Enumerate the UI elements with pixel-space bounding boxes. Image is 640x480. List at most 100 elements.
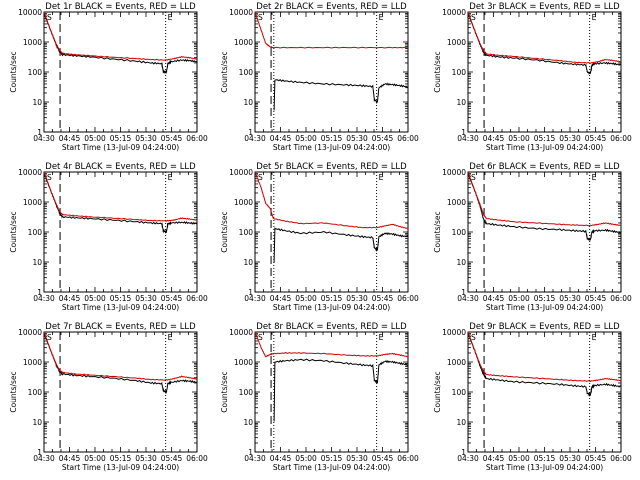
- y-tick-label: 10000: [442, 328, 466, 337]
- y-tick-label: 1: [461, 288, 466, 297]
- y-tick-label: 10000: [229, 8, 253, 17]
- x-tick-label: 05:00: [84, 294, 106, 303]
- x-tick-label: 06:00: [397, 454, 419, 463]
- lld-series-line: [43, 171, 198, 222]
- y-axis-label: Counts/sec: [220, 211, 229, 252]
- x-tick-label: 04:45: [59, 134, 81, 143]
- x-tick-label: 06:00: [397, 294, 419, 303]
- x-tick-label: 05:30: [346, 454, 368, 463]
- y-tick-label: 10000: [442, 168, 466, 177]
- y-tick-label: 1000: [234, 358, 253, 367]
- x-tick-label: 05:30: [135, 454, 157, 463]
- panel-title: Det 8r BLACK = Events, RED = LLD: [256, 322, 407, 332]
- x-tick-label: 04:30: [244, 134, 266, 143]
- y-tick-label: 10: [243, 98, 253, 107]
- panel-title: Det 3r BLACK = Events, RED = LLD: [469, 2, 620, 12]
- x-tick-label: 05:15: [321, 134, 343, 143]
- end-corner-label: E: [379, 333, 384, 342]
- x-axis-label: Start Time (13-Jul-09 04:24:00): [62, 303, 179, 312]
- x-tick-label: 05:00: [508, 454, 530, 463]
- lld-series-line: [43, 331, 198, 381]
- y-tick-label: 1: [37, 128, 42, 137]
- events-series-line: [273, 358, 409, 422]
- events-series-line: [273, 227, 409, 263]
- y-tick-label: 10: [456, 418, 466, 427]
- panel-title: Det 6r BLACK = Events, RED = LLD: [469, 162, 620, 172]
- y-tick-label: 10000: [229, 328, 253, 337]
- x-tick-label: 05:00: [295, 454, 317, 463]
- x-axis-label: Start Time (13-Jul-09 04:24:00): [273, 303, 390, 312]
- y-tick-label: 1000: [447, 358, 466, 367]
- start-corner-label: S: [47, 173, 52, 182]
- x-tick-label: 06:00: [397, 134, 419, 143]
- lld-series-line: [254, 331, 409, 358]
- detector-panel: Det 1r BLACK = Events, RED = LLD 1 10 100 10…: [9, 2, 208, 152]
- y-axis-label: Counts/sec: [9, 371, 18, 412]
- y-tick-label: 10: [32, 98, 42, 107]
- y-tick-label: 10: [243, 418, 253, 427]
- x-tick-label: 05:15: [321, 454, 343, 463]
- x-tick-label: 05:00: [84, 454, 106, 463]
- detector-panel: Det 3r BLACK = Events, RED = LLD 1 10 100 10…: [433, 2, 632, 152]
- x-axis-label: Start Time (13-Jul-09 04:24:00): [62, 463, 179, 472]
- x-axis-label: Start Time (13-Jul-09 04:24:00): [486, 303, 603, 312]
- y-tick-label: 100: [28, 388, 43, 397]
- events-series-line: [467, 332, 622, 397]
- x-tick-label: 04:30: [457, 134, 479, 143]
- x-tick-label: 05:15: [110, 134, 132, 143]
- start-corner-label: S: [258, 13, 263, 22]
- x-tick-label: 05:45: [585, 134, 607, 143]
- end-corner-label: E: [592, 173, 597, 182]
- x-tick-label: 04:45: [59, 454, 81, 463]
- x-tick-label: 05:30: [135, 294, 157, 303]
- plot-frame: [254, 331, 409, 453]
- x-tick-label: 04:45: [270, 294, 292, 303]
- y-tick-label: 10: [243, 258, 253, 267]
- x-axis-label: Start Time (13-Jul-09 04:24:00): [486, 463, 603, 472]
- y-tick-label: 1: [461, 448, 466, 457]
- y-tick-label: 1: [461, 128, 466, 137]
- start-corner-label: S: [471, 173, 476, 182]
- y-tick-label: 10: [456, 98, 466, 107]
- y-axis-label: Counts/sec: [220, 51, 229, 92]
- y-tick-label: 1: [248, 448, 253, 457]
- x-axis-label: Start Time (13-Jul-09 04:24:00): [62, 143, 179, 152]
- plot-frame: [43, 331, 198, 453]
- lld-series-line: [467, 172, 622, 227]
- lld-series-line: [43, 11, 198, 61]
- x-tick-label: 05:45: [372, 294, 394, 303]
- y-tick-label: 100: [239, 68, 254, 77]
- end-corner-label: E: [592, 13, 597, 22]
- plot-frame: [467, 11, 622, 133]
- detector-panel: Det 5r BLACK = Events, RED = LLD 1 10 100 10…: [220, 162, 419, 312]
- events-series-line: [467, 12, 622, 75]
- x-tick-label: 04:45: [483, 454, 505, 463]
- x-tick-label: 06:00: [610, 134, 632, 143]
- y-tick-label: 10: [32, 418, 42, 427]
- x-tick-label: 05:45: [161, 134, 183, 143]
- end-corner-label: E: [592, 333, 597, 342]
- events-series-line: [43, 13, 198, 75]
- detector-panel: Det 2r BLACK = Events, RED = LLD 1 10 100 10…: [220, 2, 419, 152]
- x-tick-label: 05:15: [534, 454, 556, 463]
- y-tick-label: 1: [248, 288, 253, 297]
- x-tick-label: 05:30: [346, 294, 368, 303]
- y-axis-label: Counts/sec: [9, 51, 18, 92]
- y-tick-label: 1000: [23, 198, 42, 207]
- start-corner-label: S: [47, 333, 52, 342]
- y-tick-label: 100: [239, 228, 254, 237]
- x-axis-label: Start Time (13-Jul-09 04:24:00): [273, 143, 390, 152]
- y-tick-label: 100: [452, 68, 467, 77]
- panel-title: Det 9r BLACK = Events, RED = LLD: [469, 322, 620, 332]
- y-tick-label: 10: [456, 258, 466, 267]
- panel-title: Det 2r BLACK = Events, RED = LLD: [256, 2, 407, 12]
- end-corner-label: E: [168, 333, 173, 342]
- plot-frame: [467, 331, 622, 453]
- x-tick-label: 06:00: [610, 454, 632, 463]
- plot-frame: [43, 171, 198, 293]
- detector-panel: Det 8r BLACK = Events, RED = LLD 1 10 100 10…: [220, 322, 419, 472]
- x-tick-label: 06:00: [186, 294, 208, 303]
- x-tick-label: 05:45: [372, 454, 394, 463]
- y-tick-label: 10: [32, 258, 42, 267]
